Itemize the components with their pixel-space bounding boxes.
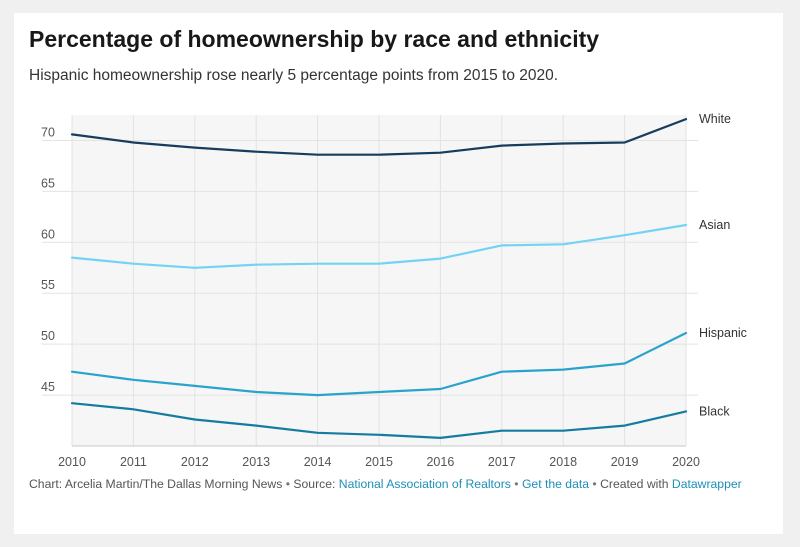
y-tick-label: 45 bbox=[41, 380, 55, 394]
y-tick-label: 70 bbox=[41, 125, 55, 139]
y-tick-label: 50 bbox=[41, 329, 55, 343]
footer-separator: • bbox=[514, 477, 519, 491]
x-tick-label: 2015 bbox=[365, 455, 393, 469]
y-tick-label: 65 bbox=[41, 176, 55, 190]
created-with-prefix: Created with bbox=[600, 477, 669, 491]
y-tick-label: 60 bbox=[41, 227, 55, 241]
datawrapper-link[interactable]: Datawrapper bbox=[671, 477, 742, 491]
footer-separator: • bbox=[592, 477, 597, 491]
footer-separator: • bbox=[285, 477, 290, 491]
x-tick-label: 2013 bbox=[242, 455, 270, 469]
series-label-asian: Asian bbox=[699, 218, 730, 232]
source-prefix: Source: bbox=[293, 477, 336, 491]
get-the-data-link[interactable]: Get the data bbox=[521, 477, 590, 491]
series-label-white: White bbox=[699, 112, 731, 126]
x-tick-label: 2012 bbox=[181, 455, 209, 469]
x-tick-label: 2010 bbox=[58, 455, 86, 469]
series-line-white bbox=[70, 117, 688, 156]
source-link[interactable]: National Association of Realtors bbox=[338, 477, 511, 491]
series-label-black: Black bbox=[699, 404, 730, 418]
x-tick-label: 2016 bbox=[426, 455, 454, 469]
series-line-hispanic bbox=[70, 331, 688, 397]
x-tick-label: 2019 bbox=[611, 455, 639, 469]
y-tick-label: 55 bbox=[41, 278, 55, 292]
chart-subtitle: Hispanic homeownership rose nearly 5 per… bbox=[29, 67, 559, 84]
x-tick-label: 2018 bbox=[549, 455, 577, 469]
chart-title: Percentage of homeownership by race and … bbox=[29, 26, 600, 52]
series-line-asian bbox=[70, 223, 688, 269]
series-line-black bbox=[70, 402, 688, 439]
series-label-hispanic: Hispanic bbox=[699, 326, 747, 340]
x-tick-label: 2014 bbox=[304, 455, 332, 469]
x-tick-label: 2017 bbox=[488, 455, 516, 469]
x-tick-label: 2020 bbox=[672, 455, 700, 469]
chart-credit: Chart: Arcelia Martin/The Dallas Morning… bbox=[29, 477, 283, 491]
x-tick-label: 2011 bbox=[120, 455, 147, 469]
chart-footer: Chart: Arcelia Martin/The Dallas Morning… bbox=[29, 477, 742, 491]
